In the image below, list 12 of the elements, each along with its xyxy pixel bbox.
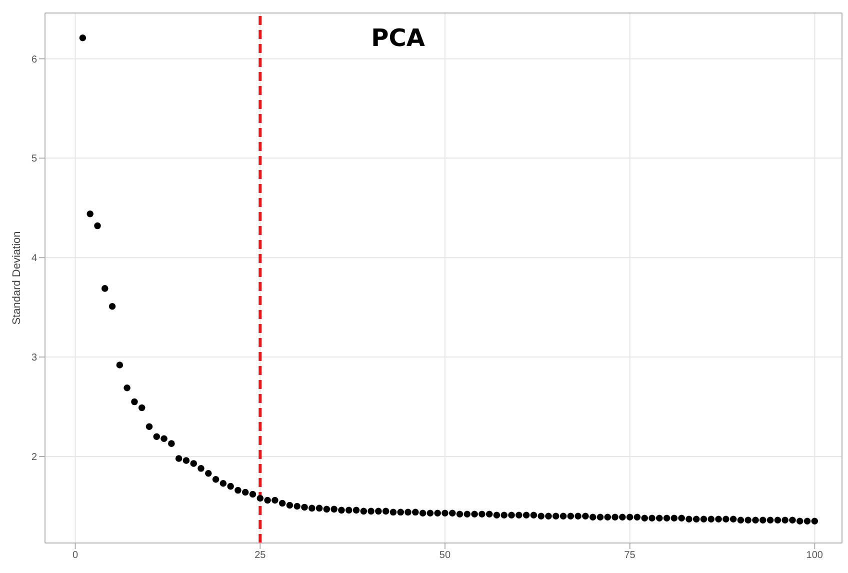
text: PCA xyxy=(370,24,426,52)
x-tick-label: 0 xyxy=(72,550,79,562)
y-tick-label: 2 xyxy=(31,452,38,464)
x-tick-label: 75 xyxy=(624,550,636,562)
y-tick-label: 6 xyxy=(31,54,38,66)
y-axis-title: Standard Deviation xyxy=(10,231,23,325)
y-tick-label: 4 xyxy=(31,253,38,264)
x-tick-label: 25 xyxy=(254,550,266,562)
y-tick-label: 5 xyxy=(31,154,38,165)
y-tick-label: 3 xyxy=(31,352,38,364)
x-tick-label: 100 xyxy=(806,550,824,562)
x-tick-label: 50 xyxy=(439,550,451,562)
